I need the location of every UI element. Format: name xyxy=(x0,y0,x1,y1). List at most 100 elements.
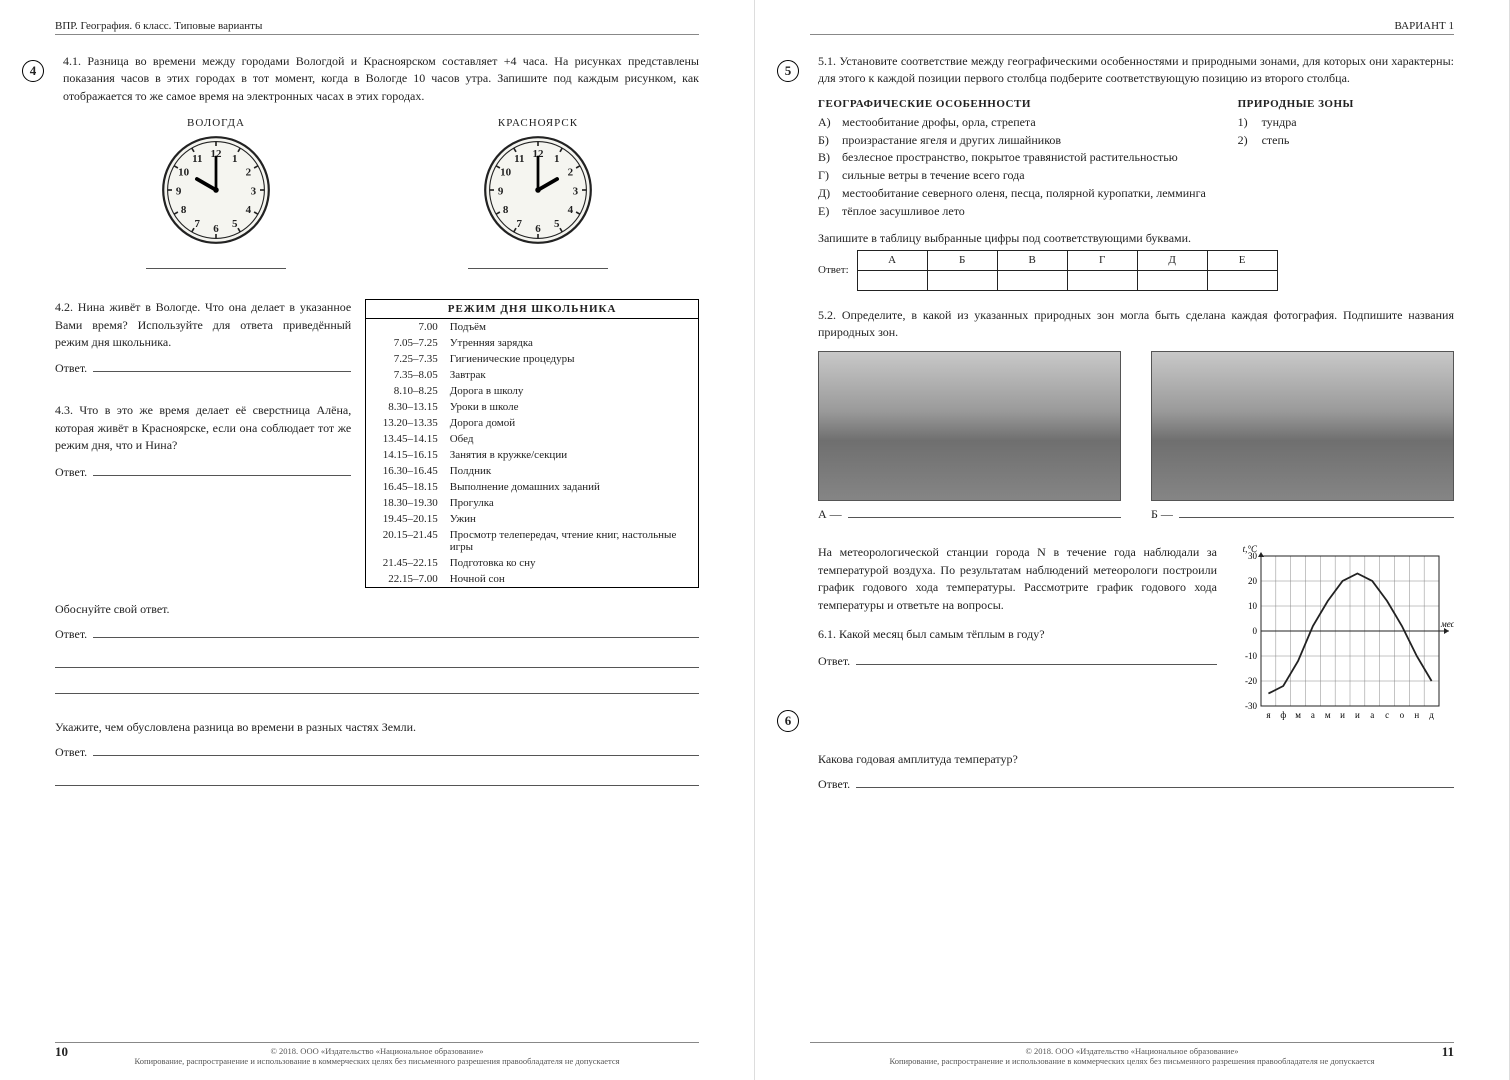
svg-text:-30: -30 xyxy=(1245,701,1257,711)
q4-3-text: 4.3. Что в это же время делает её сверст… xyxy=(55,402,351,454)
svg-text:11: 11 xyxy=(192,153,202,165)
page-number-left: 10 xyxy=(55,1044,68,1060)
q6-1: 6.1. Какой месяц был самым тёплым в году… xyxy=(818,626,1217,643)
table-row: 16.45–18.15Выполнение домашних заданий xyxy=(366,479,699,495)
svg-text:0: 0 xyxy=(1253,626,1258,636)
svg-text:месяц: месяц xyxy=(1440,619,1454,629)
svg-text:6: 6 xyxy=(535,223,541,235)
svg-text:-20: -20 xyxy=(1245,676,1257,686)
photo-b xyxy=(1151,351,1454,501)
question-number-5: 5 xyxy=(777,60,799,82)
answer-line[interactable] xyxy=(93,755,699,756)
list-item: Е)тёплое засушливое лето xyxy=(818,203,1208,220)
answer-line[interactable] xyxy=(55,676,699,694)
zones-heading: ПРИРОДНЫЕ ЗОНЫ xyxy=(1238,98,1454,110)
table-row: 13.20–13.35Дорога домой xyxy=(366,415,699,431)
photo-a-label: А — xyxy=(818,507,1121,522)
q5-1-text: 5.1. Установите соответствие между геогр… xyxy=(818,53,1454,88)
svg-text:о: о xyxy=(1400,710,1405,720)
svg-text:2: 2 xyxy=(568,167,574,179)
page-10: ВПР. География. 6 класс. Типовые вариант… xyxy=(0,0,755,1080)
q5-instr: Запишите в таблицу выбранные цифры под с… xyxy=(818,231,1454,246)
table-row: 22.15–7.00Ночной сон xyxy=(366,571,699,588)
svg-text:2: 2 xyxy=(246,167,252,179)
footer-notice: Копирование, распространение и использов… xyxy=(55,1056,699,1066)
answer-line[interactable] xyxy=(848,517,1121,518)
zones-column: ПРИРОДНЫЕ ЗОНЫ 1)тундра2)степь xyxy=(1238,98,1454,221)
q4-2-text: 4.2. Нина живёт в Вологде. Что она делае… xyxy=(55,299,351,351)
svg-text:30: 30 xyxy=(1248,551,1258,561)
answer-label: Ответ. xyxy=(55,627,87,642)
footer-notice: Копирование, распространение и использов… xyxy=(810,1056,1454,1066)
answer-table-5[interactable]: Ответ:АБВГДЕ xyxy=(818,250,1278,291)
answer-line[interactable] xyxy=(93,371,351,372)
answer-6-2: Ответ. xyxy=(818,777,1454,792)
answer-line-clock2[interactable] xyxy=(468,255,608,269)
answer-line[interactable] xyxy=(93,475,351,476)
table-row: 8.30–13.15Уроки в школе xyxy=(366,399,699,415)
photo-a xyxy=(818,351,1121,501)
temperature-chart: t,°C3020100-10-20-30месяцяфмамииасонд xyxy=(1229,544,1454,734)
svg-text:10: 10 xyxy=(500,167,512,179)
features-heading: ГЕОГРАФИЧЕСКИЕ ОСОБЕННОСТИ xyxy=(818,98,1208,110)
features-column: ГЕОГРАФИЧЕСКИЕ ОСОБЕННОСТИ А)местообитан… xyxy=(818,98,1208,221)
answer-justify: Ответ. xyxy=(55,627,699,642)
q4-extra: Укажите, чем обусловлена разница во врем… xyxy=(55,720,699,735)
table-row: 7.00Подъём xyxy=(366,319,699,336)
svg-text:3: 3 xyxy=(573,186,579,198)
svg-text:м: м xyxy=(1325,710,1331,720)
answer-line[interactable] xyxy=(55,768,699,786)
svg-text:7: 7 xyxy=(195,218,201,230)
page-footer: 11 © 2018. ООО «Издательство «Национальн… xyxy=(810,1042,1454,1066)
clock-krasnoyarsk: КРАСНОЯРСК 123456789101112 xyxy=(428,117,648,269)
table-row: 20.15–21.45Просмотр телепередач, чтение … xyxy=(366,527,699,555)
svg-text:9: 9 xyxy=(498,186,504,198)
svg-text:-10: -10 xyxy=(1245,651,1257,661)
svg-text:7: 7 xyxy=(517,218,523,230)
list-item: 2)степь xyxy=(1238,132,1454,149)
answer-line[interactable] xyxy=(1179,517,1454,518)
table-row: 18.30–19.30Прогулка xyxy=(366,495,699,511)
svg-text:с: с xyxy=(1385,710,1389,720)
page-number-right: 11 xyxy=(1442,1044,1454,1060)
footer-copyright: © 2018. ООО «Издательство «Национальное … xyxy=(55,1046,699,1056)
answer-line[interactable] xyxy=(856,787,1454,788)
table-row: 14.15–16.15Занятия в кружке/секции xyxy=(366,447,699,463)
svg-text:я: я xyxy=(1266,710,1270,720)
answer-label: Ответ. xyxy=(55,745,87,760)
label: Б — xyxy=(1151,507,1173,522)
svg-text:5: 5 xyxy=(232,218,238,230)
schedule-table: РЕЖИМ ДНЯ ШКОЛЬНИКА 7.00Подъём7.05–7.25У… xyxy=(365,299,699,588)
answer-4-2: Ответ. xyxy=(55,361,351,376)
answer-line[interactable] xyxy=(55,650,699,668)
list-item: В)безлесное пространство, покрытое травя… xyxy=(818,149,1208,166)
svg-text:9: 9 xyxy=(176,186,182,198)
answer-line-clock1[interactable] xyxy=(146,255,286,269)
q6-2: Какова годовая амплитуда температур? xyxy=(818,752,1454,767)
svg-text:н: н xyxy=(1414,710,1419,720)
svg-text:1: 1 xyxy=(232,153,238,165)
svg-text:и: и xyxy=(1340,710,1345,720)
answer-line[interactable] xyxy=(93,637,699,638)
q4-justify: Обоснуйте свой ответ. xyxy=(55,602,699,617)
answer-6-1: Ответ. xyxy=(818,653,1217,670)
answer-line[interactable] xyxy=(856,664,1217,665)
svg-text:1: 1 xyxy=(554,153,560,165)
table-row: 16.30–16.45Полдник xyxy=(366,463,699,479)
svg-text:6: 6 xyxy=(213,223,219,235)
answer-label: Ответ: xyxy=(818,250,857,290)
clocks-row: ВОЛОГДА 123456789101112 КРАСНОЯРСК 12345… xyxy=(55,117,699,269)
page-header-right: ВАРИАНТ 1 xyxy=(810,20,1454,35)
answer-label: Ответ. xyxy=(55,465,87,480)
answer-label: Ответ. xyxy=(818,653,850,670)
list-item: Г)сильные ветры в течение всего года xyxy=(818,167,1208,184)
svg-text:д: д xyxy=(1429,710,1434,720)
page-footer: 10 © 2018. ООО «Издательство «Национальн… xyxy=(55,1042,699,1066)
clock-face-2: 123456789101112 xyxy=(483,135,593,245)
q5-2-text: 5.2. Определите, в какой из указанных пр… xyxy=(818,307,1454,342)
svg-text:5: 5 xyxy=(554,218,560,230)
svg-text:20: 20 xyxy=(1248,576,1258,586)
clock-face-1: 123456789101112 xyxy=(161,135,271,245)
svg-text:ф: ф xyxy=(1280,710,1286,720)
svg-text:11: 11 xyxy=(514,153,524,165)
